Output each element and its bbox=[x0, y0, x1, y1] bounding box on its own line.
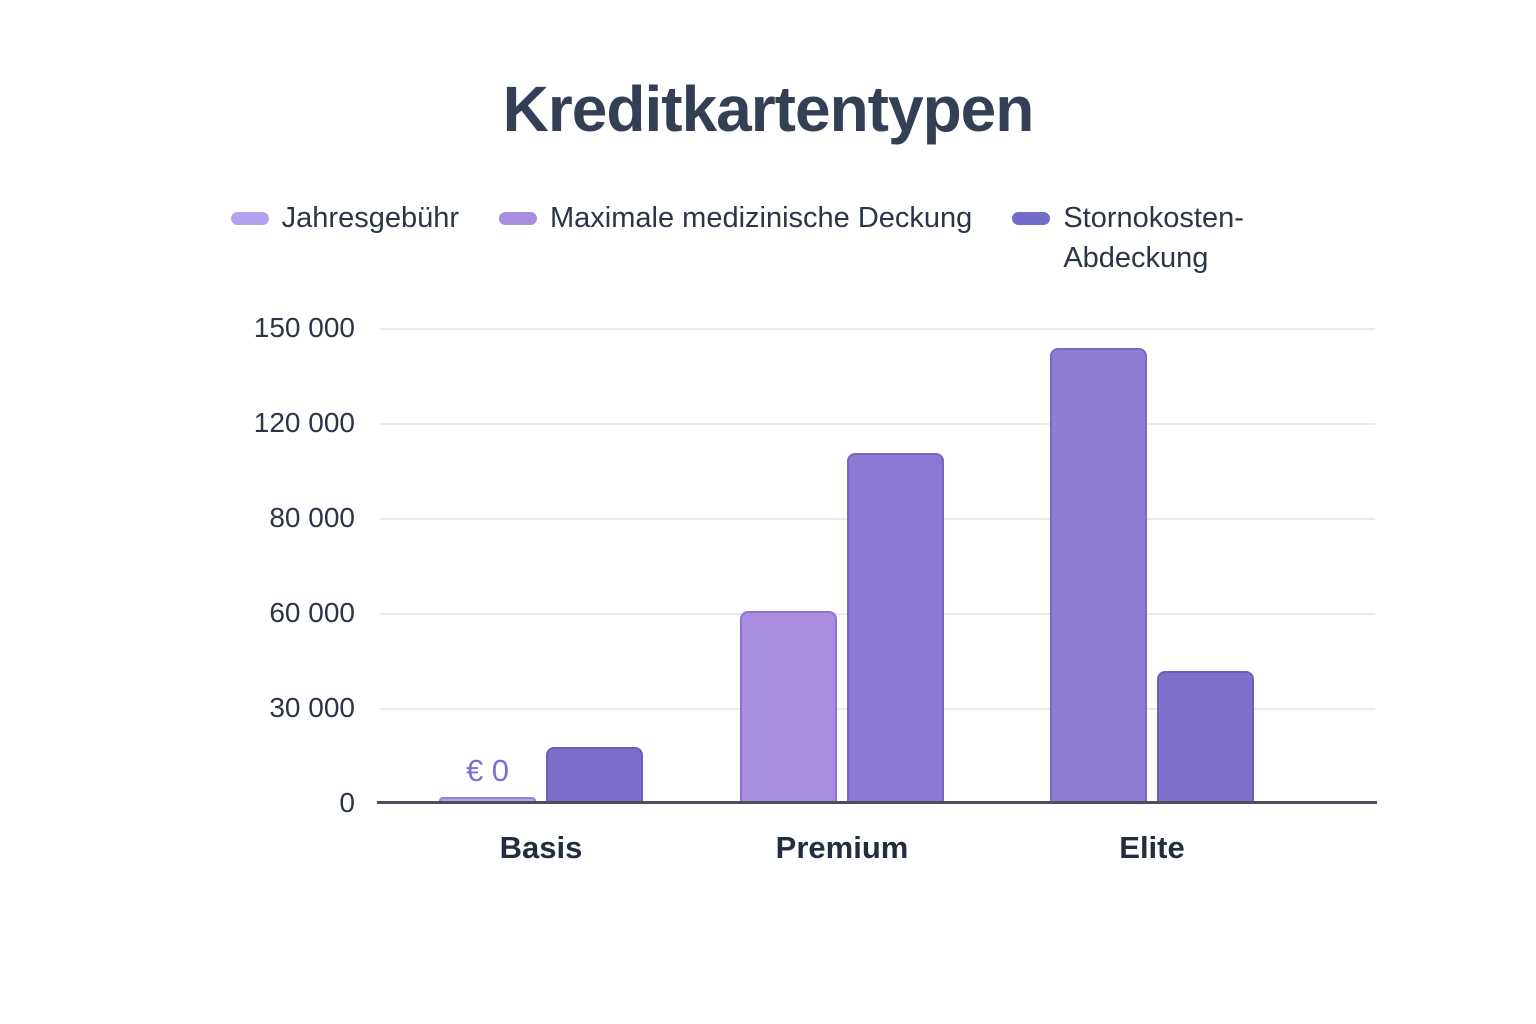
legend-item-label: Maximale medizinische Deckung bbox=[550, 202, 973, 234]
chart-legend: Jahresgebühr Maximale medizinische Deckun… bbox=[0, 198, 1536, 278]
bar-elite-1[interactable] bbox=[1050, 348, 1147, 801]
bar-basis-1[interactable] bbox=[439, 797, 536, 801]
y-axis-tick-label: 80 000 bbox=[269, 502, 355, 533]
x-axis-category-label: Elite bbox=[1119, 830, 1185, 865]
legend-swatch-icon bbox=[499, 212, 538, 225]
plot-area: 150 000 120 000 80 000 60 000 30 000 0 € 0 Basi… bbox=[254, 312, 1377, 865]
bar-value-label: € 0 bbox=[465, 753, 510, 788]
y-axis-tick-label: 60 000 bbox=[269, 597, 355, 628]
legend-item-2[interactable]: Maximale medizinische Deckung bbox=[499, 198, 972, 238]
gridline bbox=[380, 328, 1375, 330]
y-axis-tick-label: 30 000 bbox=[269, 692, 355, 723]
legend-item-1[interactable]: Jahresgebühr bbox=[230, 198, 460, 238]
gridline bbox=[380, 423, 1375, 425]
bar-elite-2[interactable] bbox=[1157, 671, 1254, 801]
y-axis-tick-label: 0 bbox=[339, 787, 355, 818]
bar-basis-2[interactable] bbox=[546, 747, 643, 801]
legend-item-label: Jahresgebühr bbox=[281, 202, 460, 234]
legend-item-label: Stornokosten-Abdeckung bbox=[1063, 202, 1244, 274]
legend-item-3[interactable]: Stornokosten-Abdeckung bbox=[1012, 198, 1305, 278]
x-axis-category-label: Premium bbox=[775, 830, 909, 865]
legend-swatch-icon bbox=[1012, 212, 1051, 225]
chart-title: Kreditkartentypen bbox=[502, 73, 1035, 145]
y-axis-tick-label: 150 000 bbox=[253, 312, 355, 343]
bar-premium-1[interactable] bbox=[740, 611, 837, 801]
x-axis-line bbox=[377, 801, 1377, 804]
legend-swatch-icon bbox=[230, 212, 269, 225]
x-axis-category-label: Basis bbox=[499, 830, 583, 865]
bar-premium-2[interactable] bbox=[847, 453, 944, 801]
y-axis-tick-label: 120 000 bbox=[253, 407, 355, 438]
